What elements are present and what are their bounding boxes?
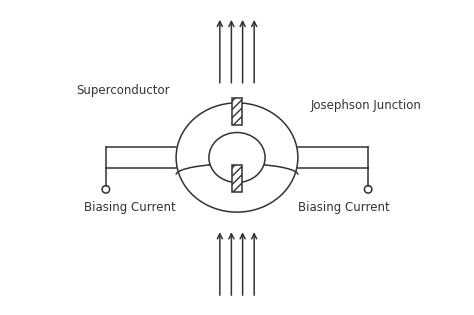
Ellipse shape (176, 103, 298, 212)
Text: Superconductor: Superconductor (76, 84, 170, 97)
Text: Josephson Junction: Josephson Junction (310, 100, 421, 112)
Text: Biasing Current: Biasing Current (298, 201, 390, 214)
Bar (232, 165, 242, 192)
Bar (232, 98, 242, 125)
Text: Biasing Current: Biasing Current (84, 201, 176, 214)
Ellipse shape (209, 133, 265, 182)
